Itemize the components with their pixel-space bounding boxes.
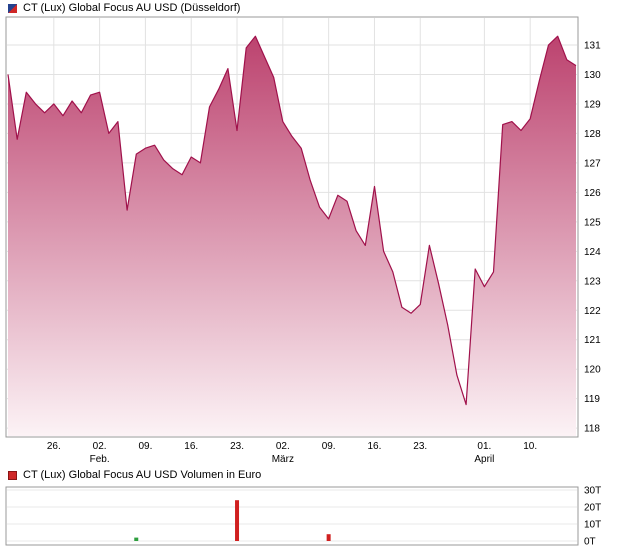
x-axis-label: 09. xyxy=(138,441,152,452)
volume-series-icon xyxy=(8,470,17,480)
x-axis-label: 23. xyxy=(413,441,427,452)
volume-y-axis-label: 0T xyxy=(584,537,596,546)
x-axis-label: 10. xyxy=(523,441,537,452)
y-axis-label: 123 xyxy=(584,276,601,287)
y-axis-label: 127 xyxy=(584,158,601,169)
volume-chart-header: CT (Lux) Global Focus AU USD Volumen in … xyxy=(8,469,261,481)
x-axis-label: 26. xyxy=(47,441,61,452)
x-axis-label: 09. xyxy=(322,441,336,452)
x-axis-label: 01. xyxy=(477,441,491,452)
volume-bar xyxy=(235,500,240,541)
price-series-icon xyxy=(8,3,17,13)
y-axis-label: 122 xyxy=(584,306,601,317)
y-axis-label: 120 xyxy=(584,365,601,376)
y-axis-label: 128 xyxy=(584,129,601,140)
x-axis-label: 16. xyxy=(184,441,198,452)
y-axis-label: 119 xyxy=(584,394,600,405)
price-area xyxy=(8,36,576,436)
volume-y-axis-label: 20T xyxy=(584,503,601,514)
x-axis-label: 16. xyxy=(367,441,381,452)
y-axis-label: 130 xyxy=(584,70,601,81)
x-axis-month-label: März xyxy=(272,454,294,465)
x-axis-label: 02. xyxy=(93,441,107,452)
volume-chart-title: CT (Lux) Global Focus AU USD Volumen in … xyxy=(23,469,262,481)
price-chart-header: CT (Lux) Global Focus AU USD (Düsseldorf… xyxy=(8,2,240,14)
x-axis-label: 02. xyxy=(276,441,290,452)
y-axis-label: 129 xyxy=(584,99,601,110)
volume-y-axis-label: 10T xyxy=(584,520,601,531)
x-axis-label: 23. xyxy=(230,441,244,452)
volume-bar xyxy=(134,537,139,541)
volume-plot-frame xyxy=(5,486,579,546)
y-axis-label: 131 xyxy=(584,41,601,52)
price-plot-frame xyxy=(5,16,579,438)
price-line xyxy=(7,35,577,406)
y-axis-label: 118 xyxy=(584,424,600,435)
y-axis-label: 125 xyxy=(584,217,601,228)
volume-y-axis-label: 30T xyxy=(584,486,601,497)
y-axis-label: 121 xyxy=(584,335,601,346)
volume-bar xyxy=(326,534,331,541)
y-axis-label: 124 xyxy=(584,247,601,258)
x-axis-month-label: April xyxy=(474,454,494,465)
price-chart-title: CT (Lux) Global Focus AU USD (Düsseldorf… xyxy=(23,2,241,14)
x-axis-month-label: Feb. xyxy=(90,454,110,465)
y-axis-label: 126 xyxy=(584,188,601,199)
